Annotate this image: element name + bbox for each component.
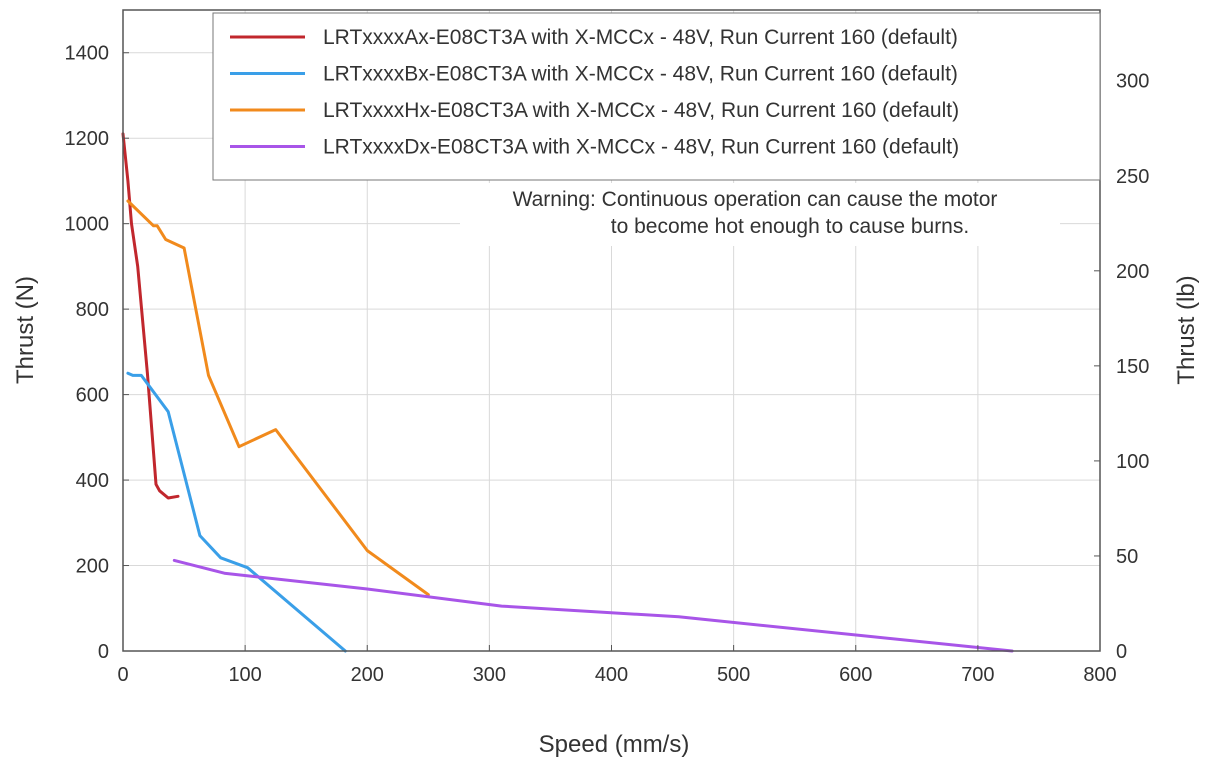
warning-line-1: Warning: Continuous operation can cause … xyxy=(513,188,998,211)
y2-tick-label: 200 xyxy=(1116,261,1149,283)
y2-tick-label: 150 xyxy=(1116,356,1149,378)
warning-line-2: to become hot enough to cause burns. xyxy=(611,215,969,238)
y2-tick-label: 100 xyxy=(1116,451,1149,473)
x-tick-label: 0 xyxy=(117,664,128,686)
legend-items: LRTxxxxAx-E08CT3A with X-MCCx - 48V, Run… xyxy=(230,26,959,159)
y-tick-label: 200 xyxy=(76,556,109,578)
x-tick-label: 800 xyxy=(1083,664,1116,686)
series-line-1 xyxy=(121,132,180,500)
series-line-2 xyxy=(126,371,347,653)
legend-box xyxy=(212,12,1101,181)
y2-tick-label: 250 xyxy=(1116,166,1149,188)
data-series xyxy=(121,132,1014,653)
y-tick-label: 0 xyxy=(98,641,109,663)
x-axis-ticks: 0 100 200 300 400 500 600 700 800 xyxy=(117,645,1117,686)
y-tick-label: 600 xyxy=(76,385,109,407)
legend-label: LRTxxxxHx-E08CT3A with X-MCCx - 48V, Run… xyxy=(323,99,959,122)
y2-tick-label: 0 xyxy=(1116,641,1127,663)
legend-label: LRTxxxxBx-E08CT3A with X-MCCx - 48V, Run… xyxy=(323,63,958,86)
x-tick-label: 500 xyxy=(717,664,750,686)
y-axis-left-ticks: 0 200 400 600 800 1000 1200 1400 xyxy=(65,43,129,663)
y-tick-label: 1000 xyxy=(65,214,110,236)
y-tick-label: 1400 xyxy=(65,43,110,65)
warning-annotation: Warning: Continuous operation can cause … xyxy=(460,183,1060,246)
y2-tick-label: 300 xyxy=(1116,71,1149,93)
x-tick-label: 200 xyxy=(351,664,384,686)
legend: LRTxxxxAx-E08CT3A with X-MCCx - 48V, Run… xyxy=(212,12,1101,181)
x-tick-label: 400 xyxy=(595,664,628,686)
y-axis-left-title: Thrust (N) xyxy=(12,276,39,384)
x-axis-title: Speed (mm/s) xyxy=(539,731,690,758)
series-line-4 xyxy=(172,558,1014,653)
series-line-3 xyxy=(126,199,430,597)
y-tick-label: 400 xyxy=(76,470,109,492)
y-axis-right-ticks: 0 50 100 150 200 250 300 xyxy=(1094,71,1149,663)
y-tick-label: 1200 xyxy=(65,128,110,150)
legend-label: LRTxxxxDx-E08CT3A with X-MCCx - 48V, Run… xyxy=(323,136,959,159)
y-axis-right-title: Thrust (lb) xyxy=(1173,275,1200,384)
legend-label: LRTxxxxAx-E08CT3A with X-MCCx - 48V, Run… xyxy=(323,26,958,49)
y-tick-label: 800 xyxy=(76,299,109,321)
x-tick-label: 700 xyxy=(961,664,994,686)
y2-tick-label: 50 xyxy=(1116,546,1138,568)
x-tick-label: 600 xyxy=(839,664,872,686)
x-tick-label: 300 xyxy=(473,664,506,686)
warning-background xyxy=(460,183,1060,246)
x-tick-label: 100 xyxy=(228,664,261,686)
